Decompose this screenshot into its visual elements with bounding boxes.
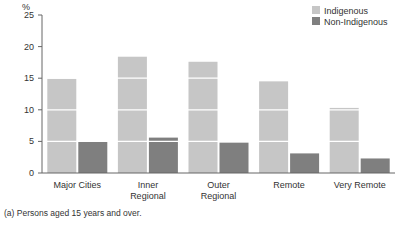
chart: %0510152025Major CitiesInnerRegionalOute…	[0, 0, 397, 227]
bar	[259, 81, 288, 173]
bar	[290, 153, 319, 173]
y-axis	[42, 15, 43, 173]
y-tick-label: 25	[24, 10, 34, 20]
legend-label: Indigenous	[324, 6, 369, 16]
x-tick-label: InnerRegional	[130, 180, 166, 201]
y-tick-label: 15	[24, 73, 34, 83]
legend-swatch	[312, 6, 320, 14]
bar	[78, 141, 107, 173]
legend-label: Non-Indigenous	[324, 17, 388, 27]
grid-line	[42, 78, 395, 79]
x-tick-label: Remote	[273, 180, 305, 190]
grid-line	[42, 46, 395, 47]
grid-line	[42, 141, 395, 142]
y-tick	[38, 15, 42, 16]
y-tick	[38, 141, 42, 142]
y-tick	[38, 173, 42, 174]
y-tick	[38, 109, 42, 110]
bar	[47, 79, 76, 173]
x-tick-label: Major Cities	[54, 180, 102, 190]
y-tick	[38, 78, 42, 79]
bar	[361, 158, 390, 173]
grid-line	[42, 109, 395, 110]
footnote: (a) Persons aged 15 years and over.	[4, 208, 142, 218]
bar	[220, 143, 249, 173]
x-tick-label: OuterRegional	[201, 180, 237, 201]
legend-swatch	[312, 17, 320, 25]
y-tick-label: 0	[29, 168, 34, 178]
bar	[118, 57, 147, 173]
y-tick-label: 10	[24, 105, 34, 115]
bar	[330, 108, 359, 173]
y-tick	[38, 46, 42, 47]
x-tick-label: Very Remote	[334, 180, 386, 190]
y-tick-label: 5	[29, 136, 34, 146]
bars	[42, 15, 395, 173]
bar	[149, 138, 178, 173]
x-axis	[42, 173, 395, 174]
y-tick-label: 20	[24, 42, 34, 52]
